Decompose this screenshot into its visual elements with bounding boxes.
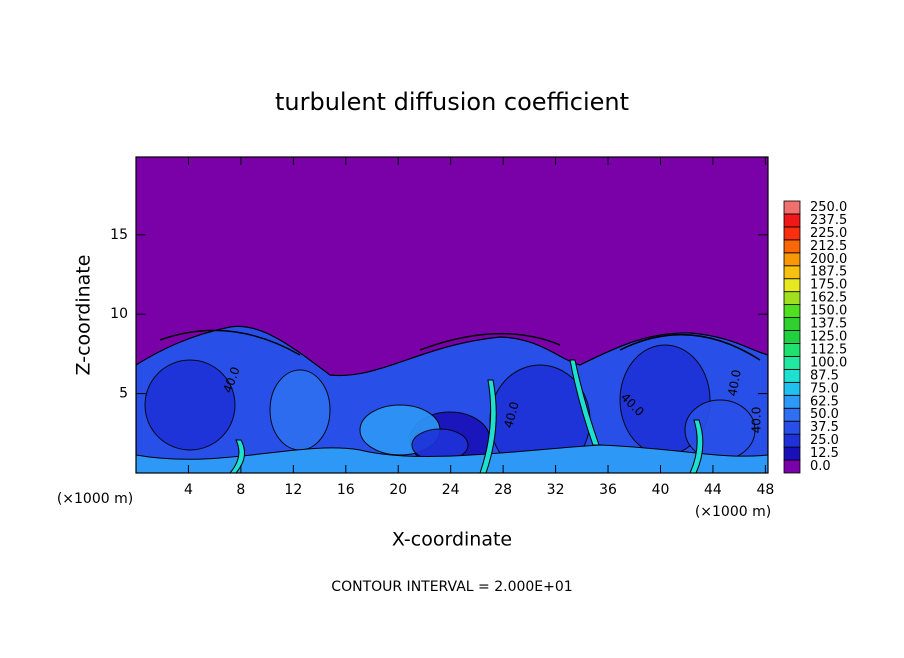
contour-label: 40.0: [501, 400, 521, 429]
colorbar-swatch: [783, 265, 801, 280]
colorbar-label: 75.0: [810, 381, 839, 396]
x-tick-label: 16: [337, 482, 355, 498]
colorbar-swatch: [783, 433, 801, 448]
x-tick-label: 4: [184, 482, 193, 498]
colorbar-label: 137.5: [810, 317, 847, 332]
colorbar-label: 62.5: [810, 394, 839, 409]
contour-field: 40.0 40.040.040.040.0: [136, 157, 768, 473]
colorbar-swatch: [783, 213, 801, 228]
colorbar-swatch: [783, 304, 801, 318]
colorbar-swatch: [783, 420, 801, 435]
x-tick-label: 48: [756, 482, 774, 498]
colorbar-label: 125.0: [810, 330, 847, 345]
colorbar-label: 50.0: [810, 407, 839, 422]
contour-label: 40.0: [725, 369, 743, 398]
field-streak: [689, 419, 704, 473]
x-units-label: (×1000 m): [695, 504, 771, 520]
colorbar-swatch: [783, 446, 801, 461]
x-tick-label: 8: [236, 482, 245, 498]
y-tick-label: 15: [110, 227, 128, 243]
x-axis-label: X-coordinate: [392, 529, 512, 551]
colorbar-label: 237.5: [810, 213, 847, 228]
x-tick-label: 36: [599, 482, 617, 498]
footer-note: CONTOUR INTERVAL = 2.000E+01: [331, 579, 572, 595]
colorbar-label: 175.0: [810, 278, 847, 293]
colorbar-label: 37.5: [810, 420, 839, 435]
x-tick-label: 32: [547, 482, 565, 498]
field-streak: [569, 359, 600, 446]
x-tick-label: 28: [494, 482, 512, 498]
colorbar-label: 150.0: [810, 304, 847, 319]
colorbar-label: 187.5: [810, 265, 847, 280]
x-tick-label: 24: [442, 482, 460, 498]
x-tick-label: 44: [704, 482, 722, 498]
x-tick-label: 12: [284, 482, 302, 498]
colorbar-swatch: [783, 317, 801, 331]
colorbar-swatch: [783, 278, 801, 293]
field-blob: [684, 399, 756, 461]
x-units-label: (×1000 m): [57, 491, 133, 507]
field-streak: [479, 379, 497, 473]
field-band: [136, 444, 768, 473]
field-blob: [269, 369, 331, 451]
colorbar-label: 250.0: [810, 200, 847, 215]
y-axis-label: Z-coordinate: [73, 255, 95, 376]
colorbar-swatch: [783, 343, 801, 357]
colorbar-swatch: [783, 226, 801, 241]
field-contour: [619, 333, 761, 361]
plot-frame: [135, 156, 769, 474]
colorbar-swatch: [783, 381, 801, 396]
colorbar-label: 200.0: [810, 252, 847, 267]
colorbar-swatch: [783, 407, 801, 422]
colorbar-label: 225.0: [810, 226, 847, 241]
chart-title: turbulent diffusion coefficient: [275, 88, 629, 116]
colorbar-swatch: [783, 368, 801, 383]
colorbar-label: 25.0: [810, 433, 839, 448]
colorbar-swatch: [783, 239, 801, 254]
colorbar-swatch: [783, 200, 801, 215]
field-contour: [159, 329, 301, 356]
colorbar-swatch: [783, 459, 801, 474]
field-contour: [419, 332, 561, 351]
y-tick-label: 10: [110, 306, 128, 322]
x-tick-label: 40: [652, 482, 670, 498]
colorbar-label: 162.5: [810, 291, 847, 306]
colorbar-swatch: [783, 356, 801, 370]
colorbar-swatch: [783, 291, 801, 306]
colorbar-swatch: [783, 252, 801, 267]
colorbar-label: 112.5: [810, 342, 847, 357]
field-blob: [144, 359, 236, 451]
colorbar-label: 100.0: [810, 355, 847, 370]
colorbar-swatch: [783, 330, 801, 344]
colorbar-label: 12.5: [810, 446, 839, 461]
y-tick-label: 5: [119, 386, 128, 402]
colorbar-label: 0.0: [810, 459, 831, 474]
colorbar-swatch: [783, 394, 801, 409]
colorbar-label: 212.5: [810, 239, 847, 254]
contour-label: 40.0: [750, 407, 764, 434]
colorbar-label: 87.5: [810, 368, 839, 383]
x-tick-label: 20: [389, 482, 407, 498]
